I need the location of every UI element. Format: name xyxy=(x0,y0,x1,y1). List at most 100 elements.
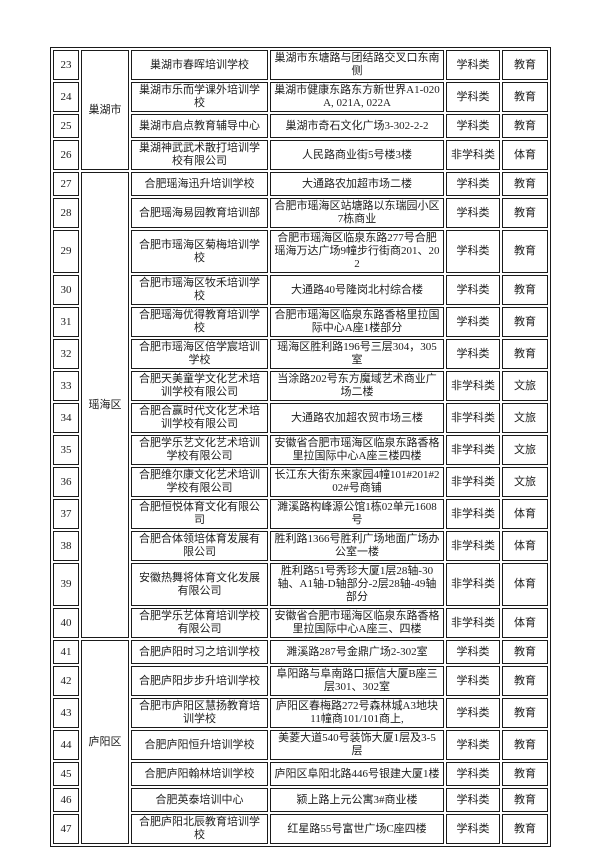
school-name-cell: 合肥市庐阳区慧扬教育培训学校 xyxy=(131,698,268,728)
category-cell: 非学科类 xyxy=(446,531,500,561)
category-cell: 学科类 xyxy=(446,339,500,369)
type-cell: 教育 xyxy=(502,339,548,369)
category-cell: 非学科类 xyxy=(446,608,500,638)
school-name-cell: 合肥庐阳时习之培训学校 xyxy=(131,640,268,664)
row-number-cell: 34 xyxy=(53,403,79,433)
table-row: 30 合肥市瑶海区牧禾培训学校 大通路40号隆岗北村综合楼 学科类 教育 xyxy=(53,275,548,305)
address-cell: 濉溪路构峰源公馆1栋02单元1608号 xyxy=(270,499,444,529)
school-name-cell: 合肥英泰培训中心 xyxy=(131,788,268,812)
school-name-cell: 巢湖市春晖培训学校 xyxy=(131,50,268,80)
type-cell: 文旅 xyxy=(502,371,548,401)
table-row: 43 合肥市庐阳区慧扬教育培训学校 庐阳区春梅路272号森林城A3地块11幢商101… xyxy=(53,698,548,728)
table-row: 42 合肥庐阳步步升培训学校 阜阳路与阜南路口振信大厦B座三层301、302室 学科类… xyxy=(53,666,548,696)
category-cell: 学科类 xyxy=(446,114,500,138)
row-number-cell: 40 xyxy=(53,608,79,638)
school-name-cell: 合肥瑶海易园教育培训部 xyxy=(131,198,268,228)
type-cell: 教育 xyxy=(502,172,548,196)
category-cell: 学科类 xyxy=(446,640,500,664)
table-body: 23 巢湖市 巢湖市春晖培训学校 巢湖市东塘路与团结路交叉口东南侧 学科类 教育 24 巢湖市… xyxy=(53,50,548,844)
type-cell: 教育 xyxy=(502,762,548,786)
table-row: 47 合肥庐阳北辰教育培训学校 红星路55号富世广场C座四楼 学科类 教育 xyxy=(53,814,548,844)
row-number-cell: 33 xyxy=(53,371,79,401)
address-cell: 红星路55号富世广场C座四楼 xyxy=(270,814,444,844)
type-cell: 教育 xyxy=(502,82,548,112)
address-cell: 合肥市瑶海区站塘路以东瑞园小区7栋商业 xyxy=(270,198,444,228)
type-cell: 教育 xyxy=(502,698,548,728)
school-name-cell: 合肥学乐艺体育培训学校有限公司 xyxy=(131,608,268,638)
type-cell: 教育 xyxy=(502,730,548,760)
district-cell: 巢湖市 xyxy=(81,50,129,170)
address-cell: 人民路商业街5号楼3楼 xyxy=(270,140,444,170)
type-cell: 文旅 xyxy=(502,403,548,433)
type-cell: 教育 xyxy=(502,788,548,812)
address-cell: 瑶海区胜利路196号三层304，305室 xyxy=(270,339,444,369)
address-cell: 巢湖市东塘路与团结路交叉口东南侧 xyxy=(270,50,444,80)
type-cell: 体育 xyxy=(502,140,548,170)
table-row: 34 合肥合赢时代文化艺术培训学校有限公司 大通路农加超农贸市场三楼 非学科类 文旅 xyxy=(53,403,548,433)
address-cell: 巢湖市奇石文化广场3-302-2-2 xyxy=(270,114,444,138)
row-number-cell: 36 xyxy=(53,467,79,497)
school-name-cell: 合肥合赢时代文化艺术培训学校有限公司 xyxy=(131,403,268,433)
address-cell: 安徽省合肥市瑶海区临泉东路香格里拉国际中心A座三、四楼 xyxy=(270,608,444,638)
type-cell: 教育 xyxy=(502,640,548,664)
address-cell: 巢湖市健康东路东方新世界A1-020A, 021A, 022A xyxy=(270,82,444,112)
address-cell: 胜利路51号秀珍大厦1层28轴-30轴、A1轴-D轴部分-2层28轴-49轴部分 xyxy=(270,563,444,606)
address-cell: 当涂路202号东方魔域艺术商业广场二楼 xyxy=(270,371,444,401)
school-name-cell: 合肥学乐艺文化艺术培训学校有限公司 xyxy=(131,435,268,465)
address-cell: 庐阳区阜阳北路446号银建大厦1楼 xyxy=(270,762,444,786)
category-cell: 学科类 xyxy=(446,50,500,80)
school-name-cell: 合肥庐阳步步升培训学校 xyxy=(131,666,268,696)
type-cell: 教育 xyxy=(502,50,548,80)
type-cell: 文旅 xyxy=(502,467,548,497)
table-row: 41 庐阳区 合肥庐阳时习之培训学校 濉溪路287号金鼎广场2-302室 学科类 教育 xyxy=(53,640,548,844)
school-name-cell: 巢湖神武武术散打培训学校有限公司 xyxy=(131,140,268,170)
row-number-cell: 45 xyxy=(53,762,79,786)
type-cell: 教育 xyxy=(502,230,548,273)
address-cell: 颍上路上元公寓3#商业楼 xyxy=(270,788,444,812)
school-name-cell: 合肥庐阳翰林培训学校 xyxy=(131,762,268,786)
address-cell: 安徽省合肥市瑶海区临泉东路香格里拉国际中心A座三楼四楼 xyxy=(270,435,444,465)
row-number-cell: 29 xyxy=(53,230,79,273)
row-number-cell: 27 xyxy=(53,172,79,196)
category-cell: 学科类 xyxy=(446,275,500,305)
row-number-cell: 31 xyxy=(53,307,79,337)
table-row: 45 合肥庐阳翰林培训学校 庐阳区阜阳北路446号银建大厦1楼 学科类 教育 xyxy=(53,762,548,786)
row-number-cell: 41 xyxy=(53,640,79,664)
school-name-cell: 合肥瑶海优得教育培训学校 xyxy=(131,307,268,337)
category-cell: 非学科类 xyxy=(446,563,500,606)
table-row: 44 合肥庐阳恒升培训学校 美菱大道540号装饰大厦1层及3-5层 学科类 教育 xyxy=(53,730,548,760)
table-row: 28 合肥瑶海易园教育培训部 合肥市瑶海区站塘路以东瑞园小区7栋商业 学科类 教育 xyxy=(53,198,548,228)
category-cell: 学科类 xyxy=(446,172,500,196)
row-number-cell: 38 xyxy=(53,531,79,561)
row-number-cell: 32 xyxy=(53,339,79,369)
school-name-cell: 合肥市瑶海区牧禾培训学校 xyxy=(131,275,268,305)
address-cell: 濉溪路287号金鼎广场2-302室 xyxy=(270,640,444,664)
table-row: 31 合肥瑶海优得教育培训学校 合肥市瑶海区临泉东路香格里拉国际中心A座1楼部分 学科… xyxy=(53,307,548,337)
address-cell: 阜阳路与阜南路口振信大厦B座三层301、302室 xyxy=(270,666,444,696)
address-cell: 长江东大街东来家园4幢101#201#202#号商铺 xyxy=(270,467,444,497)
address-cell: 合肥市瑶海区临泉东路香格里拉国际中心A座1楼部分 xyxy=(270,307,444,337)
table-row: 26 巢湖神武武术散打培训学校有限公司 人民路商业街5号楼3楼 非学科类 体育 xyxy=(53,140,548,170)
row-number-cell: 39 xyxy=(53,563,79,606)
row-number-cell: 35 xyxy=(53,435,79,465)
school-name-cell: 合肥维尔康文化艺术培训学校有限公司 xyxy=(131,467,268,497)
category-cell: 学科类 xyxy=(446,788,500,812)
type-cell: 教育 xyxy=(502,307,548,337)
category-cell: 学科类 xyxy=(446,814,500,844)
school-name-cell: 合肥恒悦体育文化有限公司 xyxy=(131,499,268,529)
type-cell: 教育 xyxy=(502,666,548,696)
row-number-cell: 24 xyxy=(53,82,79,112)
school-name-cell: 安徽热舞将体育文化发展有限公司 xyxy=(131,563,268,606)
table-row: 38 合肥合体领培体育发展有限公司 胜利路1366号胜利广场地面广场办公室一楼 非学科… xyxy=(53,531,548,561)
table-row: 25 巢湖市启点教育辅导中心 巢湖市奇石文化广场3-302-2-2 学科类 教育 xyxy=(53,114,548,138)
category-cell: 非学科类 xyxy=(446,140,500,170)
type-cell: 教育 xyxy=(502,198,548,228)
category-cell: 学科类 xyxy=(446,666,500,696)
school-name-cell: 合肥市瑶海区倍学宸培训学校 xyxy=(131,339,268,369)
type-cell: 体育 xyxy=(502,608,548,638)
category-cell: 学科类 xyxy=(446,762,500,786)
district-cell: 瑶海区 xyxy=(81,172,129,638)
school-name-cell: 合肥市瑶海区菊梅培训学校 xyxy=(131,230,268,273)
type-cell: 文旅 xyxy=(502,435,548,465)
